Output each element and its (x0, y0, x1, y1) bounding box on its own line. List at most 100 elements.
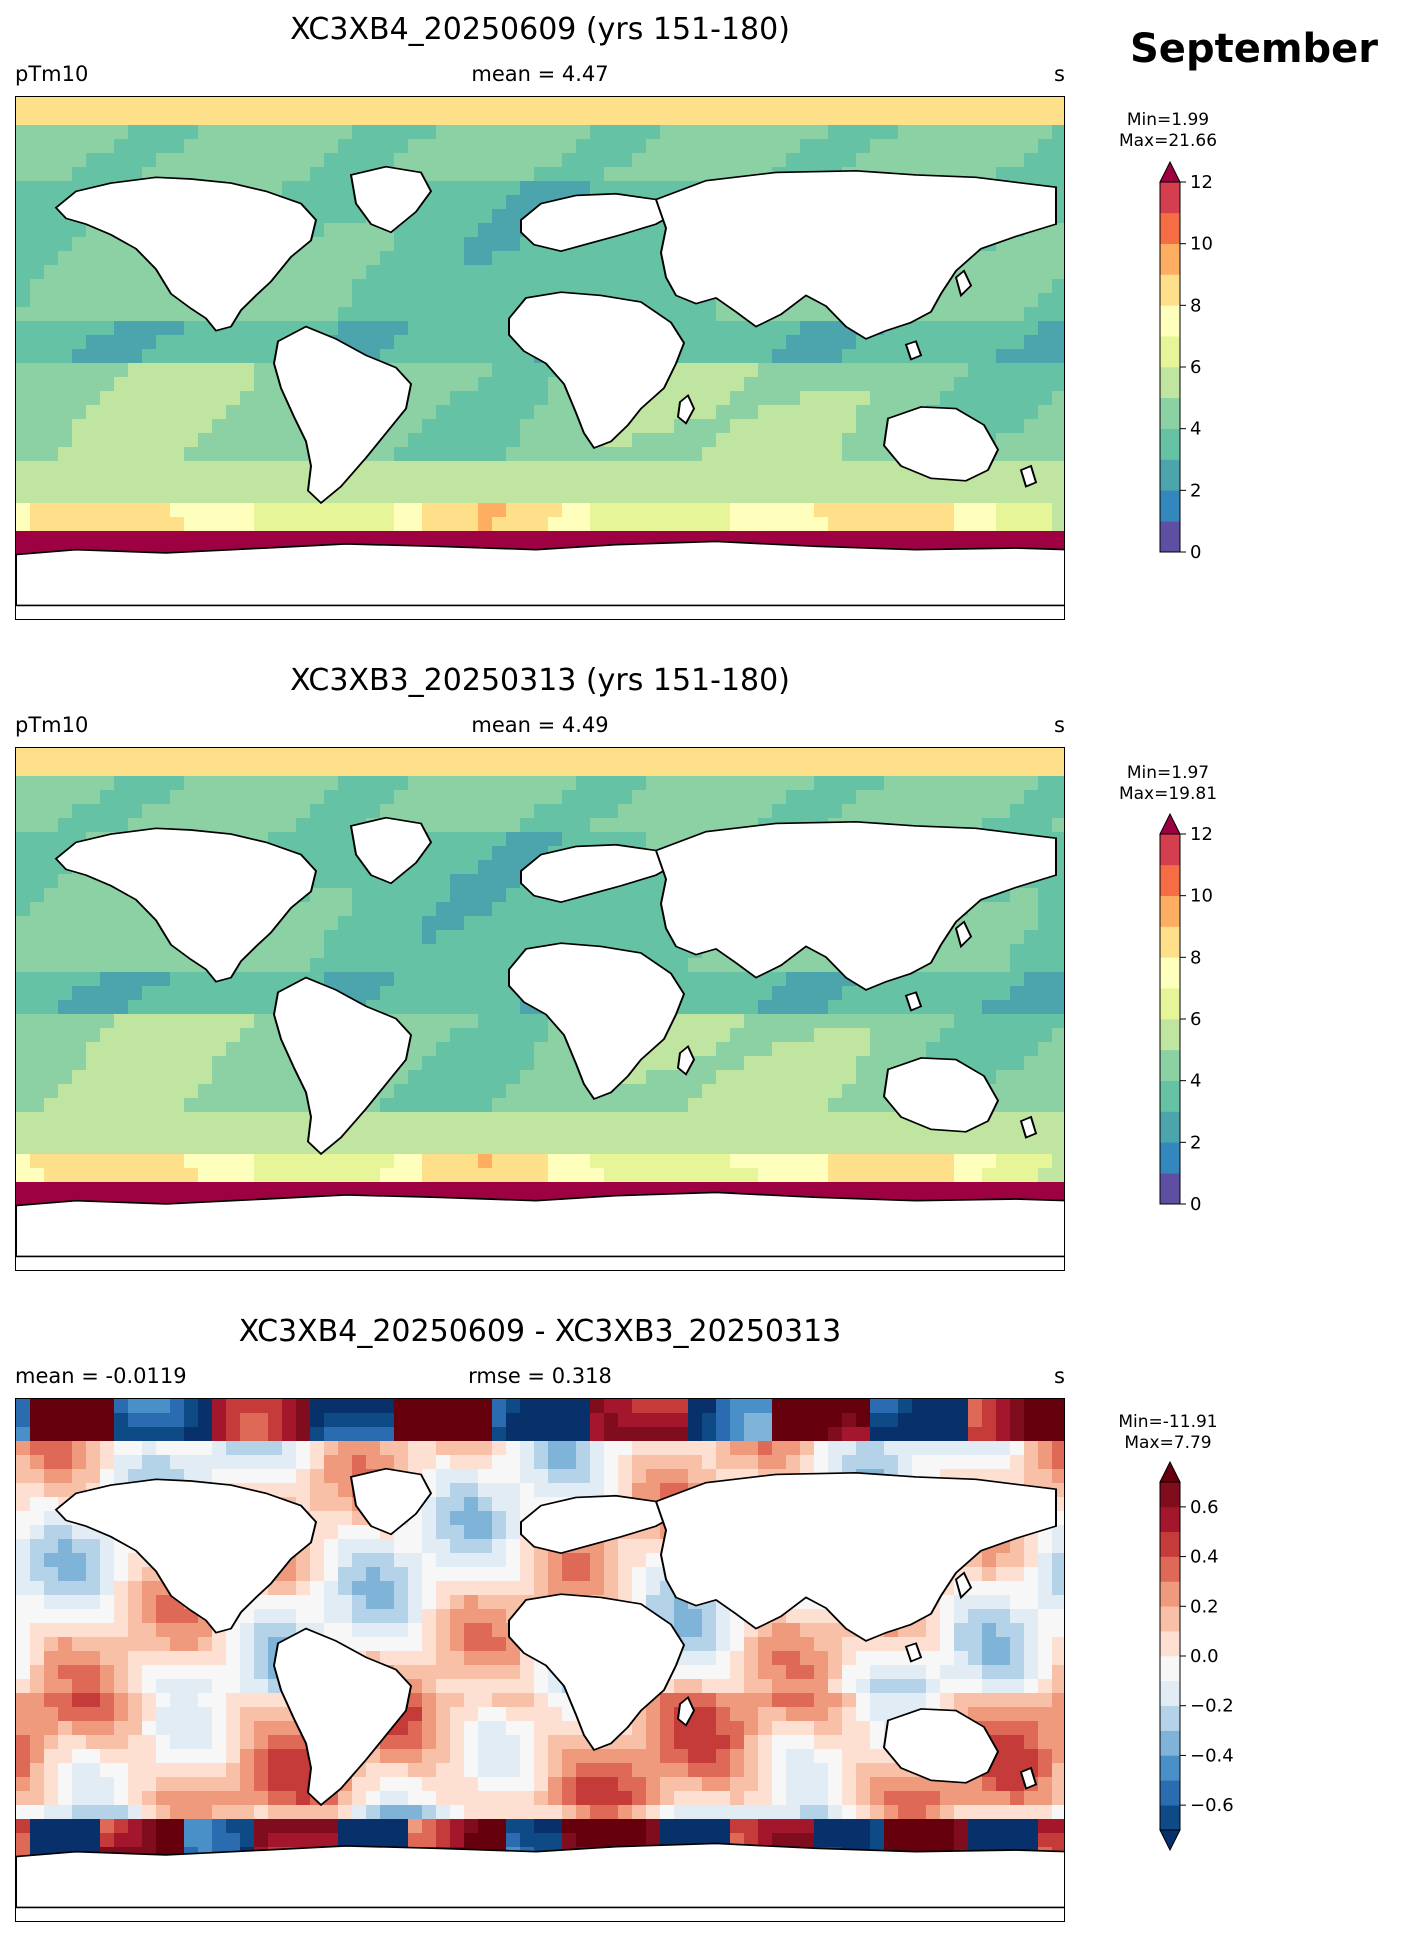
field-cell (968, 1042, 983, 1057)
field-cell (268, 1070, 283, 1085)
field-cell (520, 531, 535, 546)
field-cell (618, 125, 633, 140)
field-cell (422, 1098, 437, 1113)
field-cell (506, 1126, 521, 1141)
field-cell (254, 335, 269, 350)
field-cell (282, 279, 297, 294)
field-cell (142, 930, 157, 945)
field-cell (422, 209, 437, 224)
field-cell (786, 804, 801, 819)
field-cell (58, 804, 73, 819)
field-cell (548, 1056, 563, 1071)
field-cell (170, 1014, 185, 1029)
field-cell (282, 762, 297, 777)
field-cell (1052, 447, 1064, 462)
field-cell (184, 1098, 199, 1113)
field-cell (632, 447, 647, 462)
field-cell (128, 349, 143, 364)
field-cell (30, 818, 45, 833)
field-cell (982, 790, 997, 805)
field-cell (86, 307, 101, 322)
field-cell (380, 1112, 395, 1127)
field-cell (240, 1112, 255, 1127)
field-cell (114, 111, 129, 126)
field-cell (212, 818, 227, 833)
field-cell (730, 111, 745, 126)
field-cell (520, 1014, 535, 1029)
field-cell (814, 986, 829, 1001)
field-cell (520, 748, 535, 763)
field-cell (30, 531, 45, 546)
field-cell (926, 153, 941, 168)
field-cell (86, 972, 101, 987)
field-cell (604, 489, 619, 504)
field-cell (1052, 1028, 1064, 1043)
field-cell (394, 153, 409, 168)
field-cell (688, 447, 703, 462)
field-cell (1024, 818, 1039, 833)
field-cell (184, 748, 199, 763)
field-cell (408, 874, 423, 889)
field-cell (1010, 748, 1025, 763)
field-cell (1052, 503, 1064, 518)
field-cell (702, 363, 717, 378)
field-cell (464, 1098, 479, 1113)
field-cell (548, 1070, 563, 1085)
field-cell (114, 1112, 129, 1127)
field-cell (646, 762, 661, 777)
field-cell (58, 1098, 73, 1113)
field-cell (436, 195, 451, 210)
field-cell (562, 902, 577, 917)
field-cell (870, 489, 885, 504)
field-cell (142, 433, 157, 448)
field-cell (772, 1098, 787, 1113)
field-cell (436, 181, 451, 196)
field-cell (128, 475, 143, 490)
field-cell (716, 804, 731, 819)
field-cell (72, 818, 87, 833)
field-cell (492, 139, 507, 154)
panel-1-map (15, 96, 1065, 620)
field-cell (786, 958, 801, 973)
field-cell (394, 447, 409, 462)
field-cell (128, 944, 143, 959)
field-cell (702, 1098, 717, 1113)
field-cell (128, 139, 143, 154)
field-cell (800, 531, 815, 546)
field-cell (86, 804, 101, 819)
field-cell (520, 405, 535, 420)
field-cell (534, 1056, 549, 1071)
field-cell (170, 377, 185, 392)
field-cell (660, 776, 675, 791)
field-cell (786, 489, 801, 504)
field-cell (730, 1042, 745, 1057)
field-cell (450, 279, 465, 294)
field-cell (576, 790, 591, 805)
field-cell (842, 433, 857, 448)
field-cell (128, 1126, 143, 1141)
field-cell (856, 776, 871, 791)
field-cell (898, 762, 913, 777)
field-cell (744, 1070, 759, 1085)
field-cell (44, 405, 59, 420)
field-cell (478, 1070, 493, 1085)
field-cell (898, 748, 913, 763)
field-cell (198, 517, 213, 532)
field-cell (324, 223, 339, 238)
field-cell (632, 1084, 647, 1099)
field-cell (478, 181, 493, 196)
field-cell (982, 944, 997, 959)
field-cell (548, 461, 563, 476)
field-cell (1038, 237, 1053, 252)
field-cell (590, 1098, 605, 1113)
field-cell (324, 237, 339, 252)
field-cell (660, 748, 675, 763)
field-cell (604, 1112, 619, 1127)
field-cell (492, 958, 507, 973)
field-cell (436, 97, 451, 112)
field-cell (688, 517, 703, 532)
field-cell (436, 958, 451, 973)
field-cell (436, 944, 451, 959)
field-cell (548, 475, 563, 490)
field-cell (618, 153, 633, 168)
